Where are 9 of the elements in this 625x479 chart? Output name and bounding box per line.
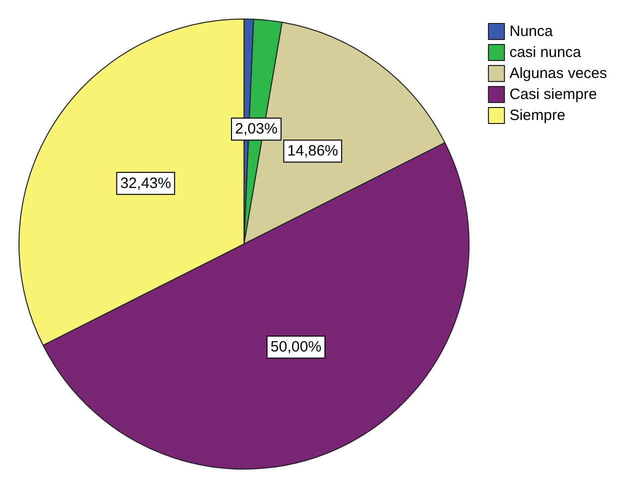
legend-label: casi nunca bbox=[509, 44, 582, 61]
data-label: 2,03% bbox=[235, 120, 278, 138]
data-label: 50,00% bbox=[270, 338, 322, 356]
legend-label: Siempre bbox=[509, 107, 566, 124]
legend-label: Casi siempre bbox=[509, 86, 597, 103]
legend-label: Algunas veces bbox=[509, 65, 608, 82]
legend-label: Nunca bbox=[509, 23, 554, 40]
data-label: 32,43% bbox=[120, 174, 172, 192]
data-label: 14,86% bbox=[287, 142, 338, 160]
